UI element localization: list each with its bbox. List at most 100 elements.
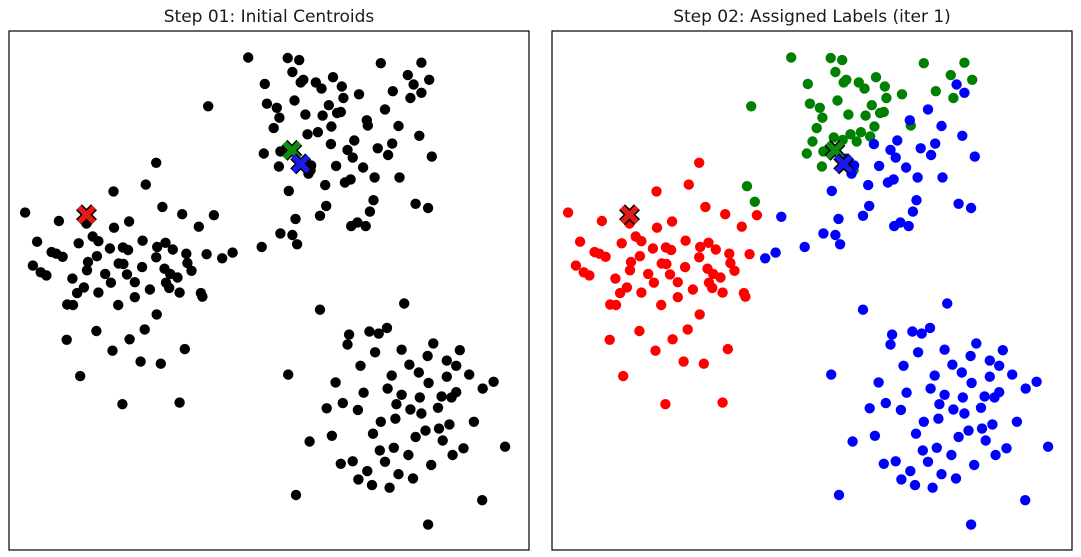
data-point bbox=[310, 77, 321, 88]
data-point bbox=[634, 325, 645, 337]
data-point bbox=[426, 151, 437, 162]
data-point bbox=[314, 304, 326, 315]
data-point bbox=[287, 66, 298, 78]
data-point bbox=[953, 431, 964, 443]
centroid-x-marker bbox=[833, 153, 855, 175]
panel-assigned-labels: Step 02: Assigned Labels (iter 1) bbox=[551, 7, 1073, 551]
data-point bbox=[360, 220, 371, 232]
data-point bbox=[164, 282, 175, 294]
data-point bbox=[325, 138, 337, 150]
data-point bbox=[379, 104, 391, 115]
data-point bbox=[751, 210, 763, 221]
data-point bbox=[287, 229, 298, 241]
data-point bbox=[274, 112, 285, 123]
data-point bbox=[122, 244, 134, 256]
data-point bbox=[948, 404, 959, 415]
data-point bbox=[31, 236, 43, 247]
data-point bbox=[405, 92, 416, 104]
data-point bbox=[41, 270, 52, 281]
data-point bbox=[574, 236, 586, 247]
data-point bbox=[91, 325, 102, 337]
data-point bbox=[404, 359, 415, 370]
data-point bbox=[816, 161, 828, 172]
data-point bbox=[931, 442, 942, 453]
data-point bbox=[959, 57, 970, 68]
data-point bbox=[832, 95, 843, 106]
data-point bbox=[717, 287, 728, 298]
data-point bbox=[337, 397, 348, 409]
data-point bbox=[355, 360, 366, 371]
data-point bbox=[717, 397, 728, 408]
data-point bbox=[651, 186, 662, 197]
data-point bbox=[342, 339, 353, 350]
data-point bbox=[201, 249, 212, 260]
data-point bbox=[394, 172, 405, 183]
data-point bbox=[865, 131, 876, 142]
data-point bbox=[833, 213, 844, 225]
data-point bbox=[890, 152, 901, 163]
data-point bbox=[703, 237, 714, 248]
data-point bbox=[909, 479, 921, 491]
data-point bbox=[698, 358, 709, 369]
data-point bbox=[1001, 443, 1012, 454]
data-point bbox=[643, 268, 654, 280]
data-point bbox=[925, 149, 937, 161]
centroid-markers bbox=[75, 139, 312, 226]
data-point bbox=[338, 92, 349, 104]
centroid-x-marker bbox=[75, 204, 97, 226]
data-point bbox=[410, 198, 421, 209]
data-point bbox=[799, 241, 810, 253]
data-point bbox=[375, 416, 386, 427]
data-point bbox=[870, 72, 882, 83]
data-point bbox=[140, 179, 151, 190]
data-point bbox=[451, 360, 462, 371]
data-point bbox=[866, 100, 877, 111]
data-point bbox=[499, 441, 511, 452]
data-point bbox=[665, 244, 677, 256]
data-point bbox=[885, 144, 896, 156]
data-point bbox=[123, 216, 135, 227]
data-point bbox=[802, 78, 813, 90]
data-point bbox=[391, 399, 402, 410]
data-point bbox=[290, 213, 301, 225]
data-point bbox=[321, 200, 332, 212]
data-point bbox=[857, 210, 869, 221]
data-point bbox=[833, 489, 845, 501]
data-point bbox=[904, 115, 915, 126]
data-point bbox=[584, 270, 595, 281]
data-point bbox=[841, 74, 852, 86]
data-point bbox=[648, 277, 660, 288]
data-point bbox=[614, 287, 626, 299]
plot-frame bbox=[8, 30, 530, 551]
data-point bbox=[969, 459, 980, 471]
data-point bbox=[873, 377, 884, 388]
data-point bbox=[181, 248, 192, 259]
data-point bbox=[694, 252, 705, 263]
data-point bbox=[695, 241, 706, 253]
data-point bbox=[93, 236, 104, 247]
data-point bbox=[353, 89, 365, 100]
data-point bbox=[912, 172, 923, 183]
data-point bbox=[963, 425, 974, 436]
data-point bbox=[847, 436, 858, 447]
scatter-points bbox=[562, 52, 1054, 530]
data-point bbox=[1019, 495, 1031, 506]
data-point bbox=[916, 328, 927, 339]
data-point bbox=[302, 129, 313, 140]
data-point bbox=[817, 112, 828, 123]
data-point bbox=[454, 345, 465, 356]
data-point bbox=[694, 309, 705, 320]
data-point bbox=[294, 54, 305, 66]
data-point bbox=[880, 397, 891, 409]
data-point bbox=[562, 207, 574, 218]
data-point bbox=[990, 449, 1001, 461]
data-point bbox=[353, 474, 364, 485]
data-point bbox=[863, 179, 874, 191]
data-point bbox=[869, 121, 880, 132]
plot-frame bbox=[551, 30, 1073, 551]
data-point bbox=[922, 104, 934, 115]
data-point bbox=[396, 389, 407, 400]
data-point bbox=[896, 474, 907, 485]
data-point bbox=[366, 479, 378, 491]
centroid-x-marker bbox=[618, 204, 640, 226]
